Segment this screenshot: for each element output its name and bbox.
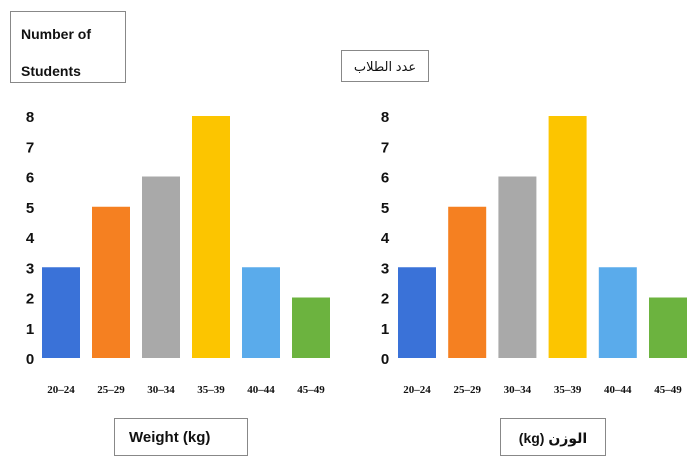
y-tick-label: 6 xyxy=(26,170,34,187)
x-tick-label: 25–29 xyxy=(97,384,125,396)
x-tick-label: 20–24 xyxy=(47,384,75,396)
x-tick-label: 35–39 xyxy=(197,384,225,396)
bar-35-39 xyxy=(548,116,587,358)
y-tick-label: 8 xyxy=(26,109,34,126)
y-axis-title-en-line2: Students xyxy=(21,63,81,79)
bar-30-34 xyxy=(498,176,537,358)
y-tick-label: 4 xyxy=(381,230,390,247)
bar-20-24 xyxy=(42,267,80,358)
y-tick-label: 8 xyxy=(381,109,389,126)
y-tick-label: 0 xyxy=(381,351,389,368)
y-axis-title-en-line1: Number of xyxy=(21,26,91,42)
y-tick-label: 3 xyxy=(26,260,34,277)
y-tick-label: 5 xyxy=(381,200,389,217)
x-tick-label: 45–49 xyxy=(297,384,325,396)
y-tick-label: 7 xyxy=(381,139,389,156)
x-tick-label: 35–39 xyxy=(554,384,582,396)
bar-30-34 xyxy=(142,176,180,358)
y-tick-label: 1 xyxy=(381,321,389,338)
y-tick-label: 3 xyxy=(381,260,389,277)
y-tick-label: 7 xyxy=(26,139,34,156)
bar-25-29 xyxy=(448,206,487,358)
bar-45-49 xyxy=(649,297,687,358)
y-axis-title-ar: عدد الطلاب xyxy=(341,50,429,82)
bar-40-44 xyxy=(598,267,637,358)
bar-35-39 xyxy=(192,116,230,358)
x-axis-title-ar: الوزن (kg) xyxy=(500,418,606,456)
x-tick-label: 25–29 xyxy=(453,384,481,396)
y-tick-label: 2 xyxy=(381,291,389,308)
x-tick-label: 30–34 xyxy=(147,384,175,396)
bar-40-44 xyxy=(242,267,280,358)
x-tick-label: 40–44 xyxy=(247,384,275,396)
y-tick-label: 0 xyxy=(26,351,34,368)
y-tick-label: 1 xyxy=(26,321,34,338)
bar-45-49 xyxy=(292,297,330,358)
x-tick-label: 40–44 xyxy=(604,384,632,396)
x-tick-label: 20–24 xyxy=(403,384,431,396)
y-tick-label: 4 xyxy=(26,230,35,247)
y-tick-label: 2 xyxy=(26,291,34,308)
y-axis-title-en: Number of Students xyxy=(10,11,126,83)
y-tick-label: 5 xyxy=(26,200,34,217)
bar-20-24 xyxy=(398,267,436,358)
x-tick-label: 45–49 xyxy=(654,384,682,396)
x-tick-label: 30–34 xyxy=(504,384,532,396)
bar-25-29 xyxy=(92,206,130,358)
y-tick-label: 6 xyxy=(381,170,389,187)
